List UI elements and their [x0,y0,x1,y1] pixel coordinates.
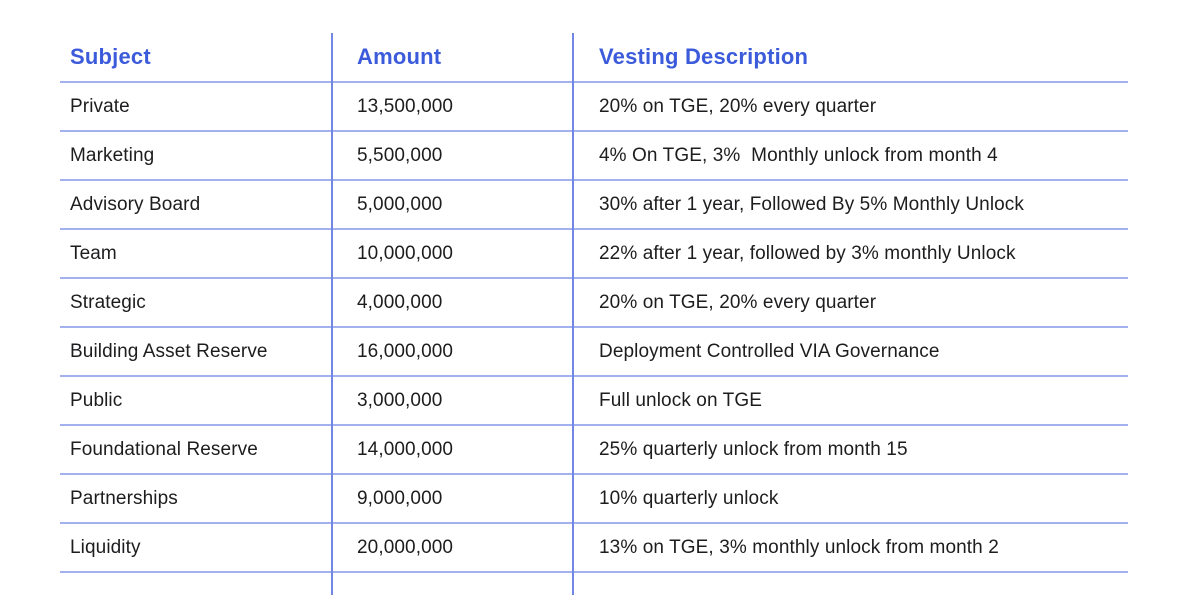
vesting-table: Subject Amount Vesting Description Priva… [60,33,1128,595]
table-row: Advisory Board 5,000,000 30% after 1 yea… [60,181,1128,230]
vesting-cell: 22% after 1 year, followed by 3% monthly… [599,242,1016,264]
vesting-cell: Deployment Controlled VIA Governance [599,340,940,362]
table-row: Marketing 5,500,000 4% On TGE, 3% Monthl… [60,132,1128,181]
table-row: Team 10,000,000 22% after 1 year, follow… [60,230,1128,279]
column-header-vesting-description: Vesting Description [599,44,809,69]
table-row: Liquidity 20,000,000 13% on TGE, 3% mont… [60,524,1128,573]
subject-cell: Private [70,95,130,117]
subject-cell: Building Asset Reserve [70,340,268,362]
subject-cell: Liquidity [70,536,141,558]
column-divider-1 [331,33,333,595]
vesting-cell: 4% On TGE, 3% Monthly unlock from month … [599,144,998,166]
vesting-cell: 30% after 1 year, Followed By 5% Monthly… [599,193,1025,215]
subject-cell: Foundational Reserve [70,438,258,460]
table-body: Private 13,500,000 20% on TGE, 20% every… [60,83,1128,573]
table-row: Strategic 4,000,000 20% on TGE, 20% ever… [60,279,1128,328]
amount-cell: 5,000,000 [357,193,443,215]
vesting-cell: 25% quarterly unlock from month 15 [599,438,908,460]
amount-cell: 10,000,000 [357,242,454,264]
table-row: Public 3,000,000 Full unlock on TGE [60,377,1128,426]
vesting-cell: Full unlock on TGE [599,389,763,411]
column-divider-2 [572,33,574,595]
amount-cell: 20,000,000 [357,536,454,558]
subject-cell: Team [70,242,117,264]
amount-cell: 3,000,000 [357,389,443,411]
subject-cell: Public [70,389,123,411]
table-header-row: Subject Amount Vesting Description [60,33,1128,83]
vesting-cell: 20% on TGE, 20% every quarter [599,291,877,313]
vesting-cell: 20% on TGE, 20% every quarter [599,95,877,117]
amount-cell: 16,000,000 [357,340,454,362]
subject-cell: Partnerships [70,487,178,509]
vesting-cell: 10% quarterly unlock [599,487,779,509]
amount-cell: 5,500,000 [357,144,443,166]
subject-cell: Advisory Board [70,193,201,215]
column-header-amount: Amount [357,44,442,69]
amount-cell: 14,000,000 [357,438,454,460]
amount-cell: 9,000,000 [357,487,443,509]
amount-cell: 4,000,000 [357,291,443,313]
vesting-cell: 13% on TGE, 3% monthly unlock from month… [599,536,999,558]
amount-cell: 13,500,000 [357,95,454,117]
table-row: Private 13,500,000 20% on TGE, 20% every… [60,83,1128,132]
table-row: Foundational Reserve 14,000,000 25% quar… [60,426,1128,475]
subject-cell: Marketing [70,144,155,166]
subject-cell: Strategic [70,291,146,313]
column-header-subject: Subject [70,44,151,69]
table-row: Partnerships 9,000,000 10% quarterly unl… [60,475,1128,524]
table-row: Building Asset Reserve 16,000,000 Deploy… [60,328,1128,377]
